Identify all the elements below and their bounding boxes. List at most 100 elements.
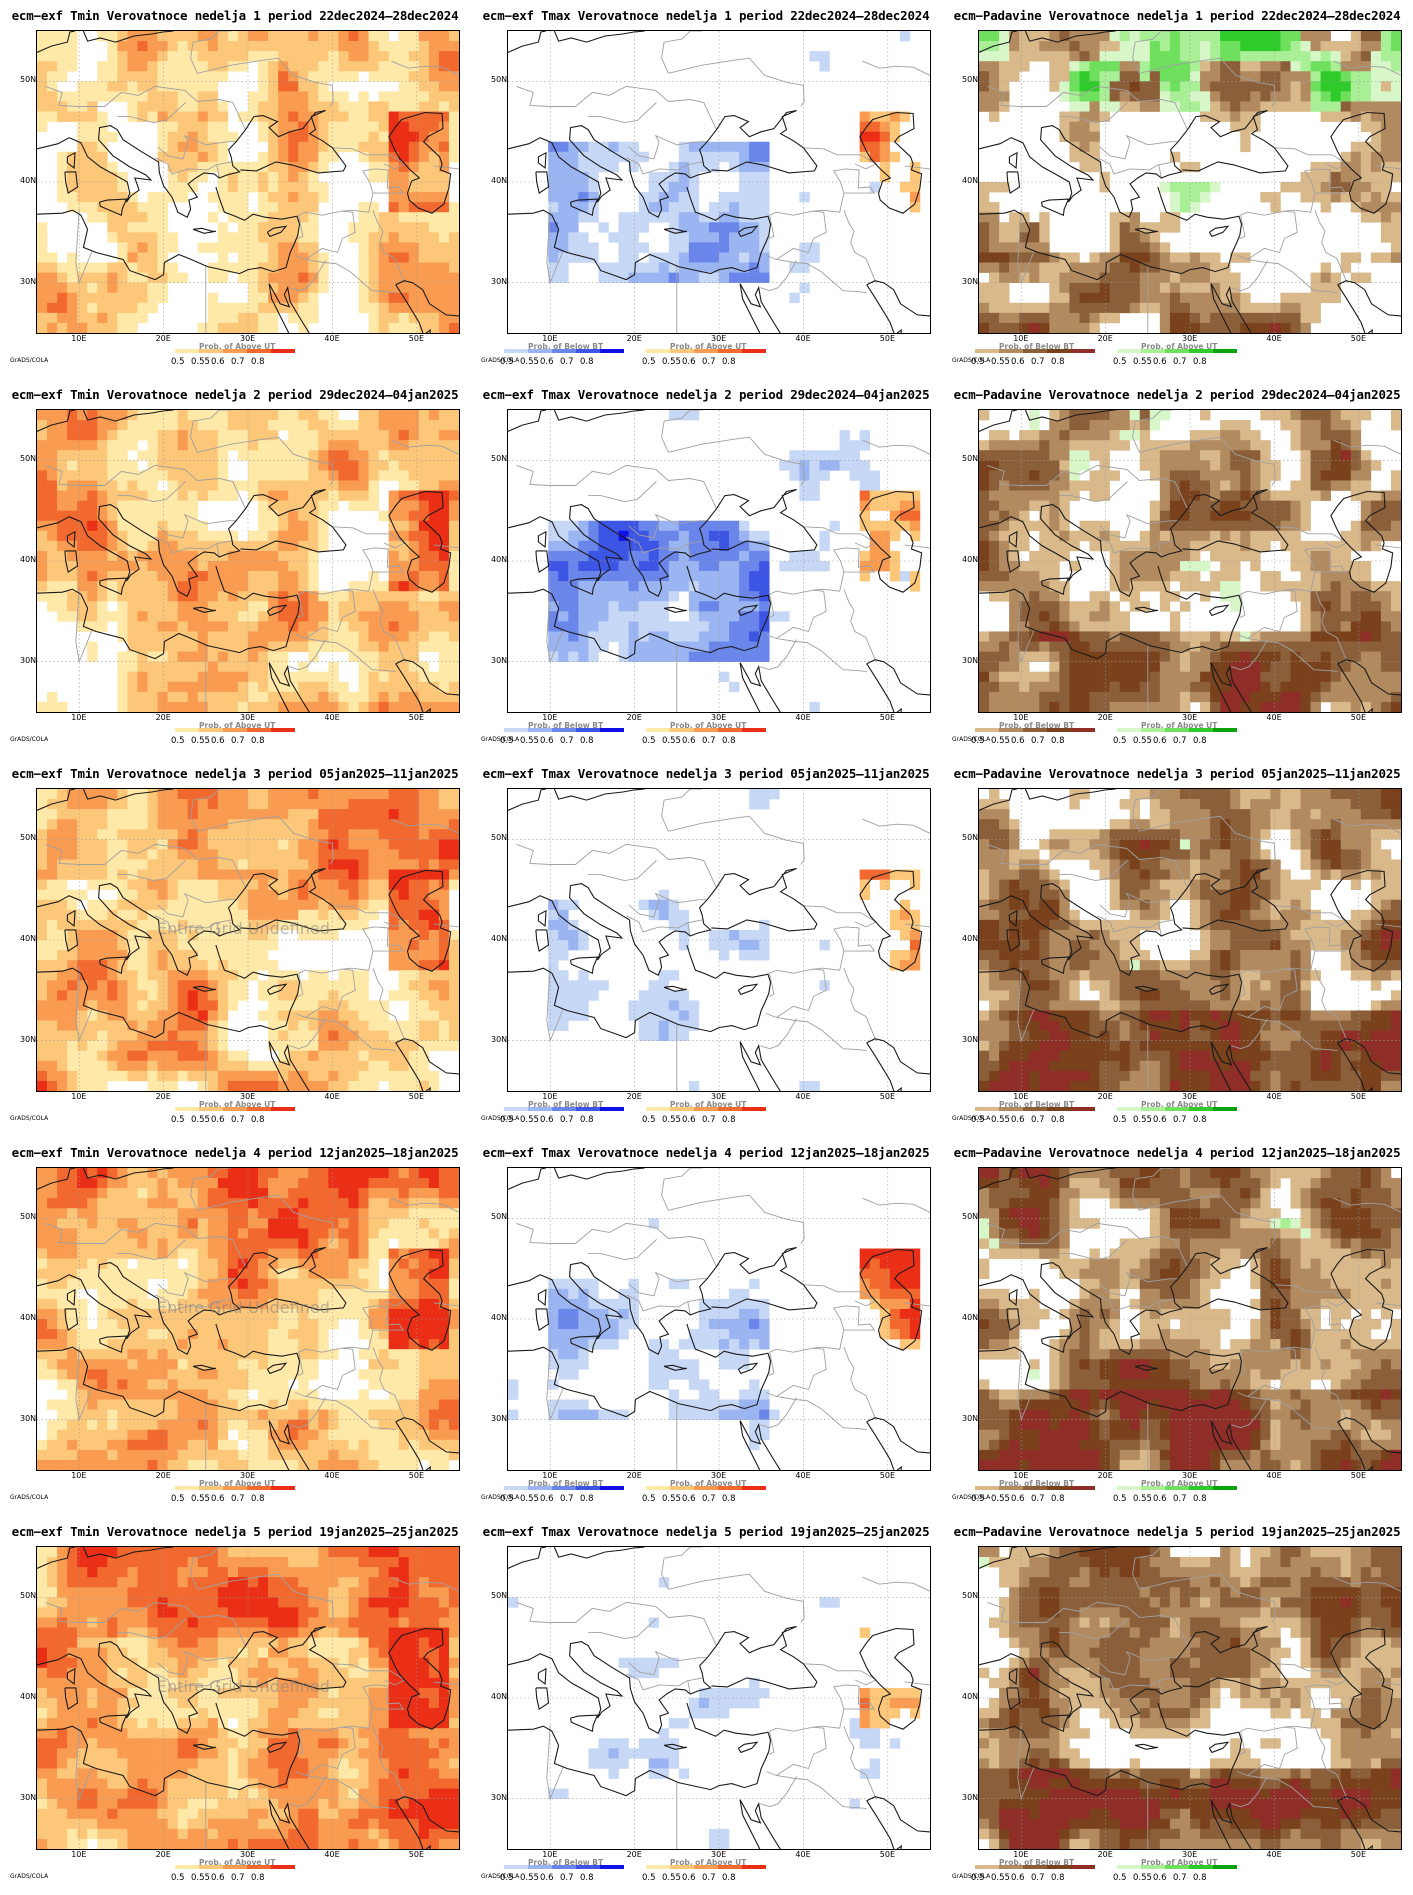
- probability-cell: [1179, 101, 1191, 112]
- probability-cell: [177, 71, 189, 82]
- probability-cell: [1059, 631, 1070, 642]
- probability-cell: [1159, 51, 1171, 62]
- probability-cell: [999, 292, 1010, 304]
- probability-cell: [87, 571, 98, 582]
- legend-value: 0.7: [1031, 357, 1045, 367]
- probability-cell: [628, 530, 639, 542]
- country-border: [433, 544, 459, 549]
- probability-cell: [378, 789, 389, 800]
- probability-cell: [388, 41, 400, 52]
- probability-cell: [1380, 222, 1392, 233]
- probability-cell: [1190, 530, 1201, 542]
- probability-cell: [388, 789, 400, 800]
- probability-cell: [1370, 212, 1382, 223]
- probability-cell: [1019, 561, 1030, 572]
- probability-cell: [328, 691, 339, 703]
- probability-cell: [558, 222, 569, 233]
- probability-cell: [368, 581, 379, 592]
- probability-cell: [268, 312, 279, 324]
- coastline: [859, 111, 923, 214]
- probability-cell: [979, 510, 990, 522]
- probability-cell: [979, 31, 990, 42]
- probability-cell: [187, 540, 199, 552]
- probability-cell: [448, 571, 459, 582]
- probability-cell: [418, 111, 430, 122]
- probability-cell: [177, 591, 189, 602]
- probability-cell: [448, 91, 459, 102]
- probability-cell: [358, 701, 369, 712]
- probability-cell: [438, 510, 450, 522]
- probability-cell: [1200, 312, 1211, 324]
- probability-cell: [678, 530, 690, 542]
- probability-cell: [428, 282, 440, 294]
- probability-cell: [1149, 530, 1161, 542]
- probability-cell: [698, 561, 710, 572]
- probability-cell: [698, 641, 710, 652]
- probability-cell: [1149, 252, 1161, 263]
- probability-cell: [618, 262, 629, 273]
- probability-cell: [1119, 691, 1131, 703]
- probability-cell: [658, 262, 670, 273]
- probability-cell: [989, 292, 1000, 304]
- probability-cell: [378, 121, 389, 132]
- probability-cell: [258, 611, 269, 622]
- probability-cell: [1059, 121, 1070, 132]
- probability-cell: [1330, 540, 1342, 552]
- probability-cell: [1089, 671, 1100, 683]
- probability-cell: [368, 410, 379, 421]
- probability-cell: [1370, 661, 1382, 673]
- probability-cell: [1380, 490, 1392, 501]
- probability-cell: [628, 621, 639, 632]
- coastline: [979, 488, 1289, 597]
- probability-cell: [278, 121, 289, 132]
- probability-cell: [368, 222, 379, 233]
- probability-cell: [107, 312, 118, 324]
- probability-cell: [909, 571, 921, 582]
- probability-cell: [688, 591, 700, 602]
- coastline: [98, 577, 128, 595]
- probability-cell: [117, 182, 128, 193]
- probability-cell: [167, 561, 178, 572]
- probability-cell: [268, 121, 279, 132]
- probability-cell: [1099, 182, 1110, 193]
- probability-cell: [1210, 41, 1221, 52]
- coastline: [1134, 606, 1158, 613]
- legend-value: 0.8: [251, 736, 265, 746]
- probability-cell: [558, 550, 569, 562]
- legend-swatch: [975, 349, 999, 353]
- probability-cell: [167, 410, 178, 421]
- probability-cell: [849, 440, 860, 451]
- probability-cell: [47, 101, 58, 112]
- probability-cell: [1059, 131, 1070, 143]
- probability-cell: [1059, 550, 1070, 562]
- probability-cell: [167, 571, 178, 582]
- probability-cell: [428, 520, 440, 532]
- probability-cell: [1059, 520, 1070, 532]
- probability-cell: [1069, 252, 1080, 263]
- probability-cell: [1380, 581, 1392, 592]
- probability-cell: [1250, 61, 1261, 72]
- probability-cell: [248, 282, 259, 294]
- probability-cell: [1139, 420, 1151, 431]
- probability-cell: [197, 121, 209, 132]
- probability-cell: [1159, 322, 1171, 333]
- probability-cell: [438, 101, 450, 112]
- probability-cell: [418, 691, 430, 703]
- probability-cell: [1270, 490, 1281, 501]
- probability-cell: [207, 591, 219, 602]
- probability-cell: [688, 252, 700, 263]
- probability-cell: [227, 182, 239, 193]
- probability-cell: [408, 420, 420, 431]
- probability-cell: [117, 799, 128, 810]
- probability-cell: [1029, 410, 1040, 421]
- country-border: [546, 209, 564, 285]
- probability-cell: [97, 490, 108, 501]
- probability-cell: [1270, 701, 1281, 712]
- probability-cell: [167, 121, 178, 132]
- probability-cell: [187, 490, 199, 501]
- country-border: [289, 639, 326, 671]
- probability-cell: [618, 561, 629, 572]
- probability-cell: [729, 202, 740, 213]
- probability-cell: [448, 420, 459, 431]
- probability-cell: [1009, 460, 1020, 471]
